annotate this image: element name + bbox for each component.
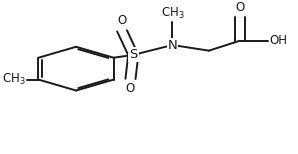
Text: N: N bbox=[167, 38, 177, 52]
Text: CH$_3$: CH$_3$ bbox=[2, 72, 26, 87]
Text: O: O bbox=[126, 82, 135, 95]
Text: S: S bbox=[129, 48, 137, 61]
Text: OH: OH bbox=[269, 34, 287, 47]
Text: O: O bbox=[235, 1, 244, 14]
Text: CH$_3$: CH$_3$ bbox=[161, 6, 184, 21]
Text: O: O bbox=[117, 14, 127, 27]
